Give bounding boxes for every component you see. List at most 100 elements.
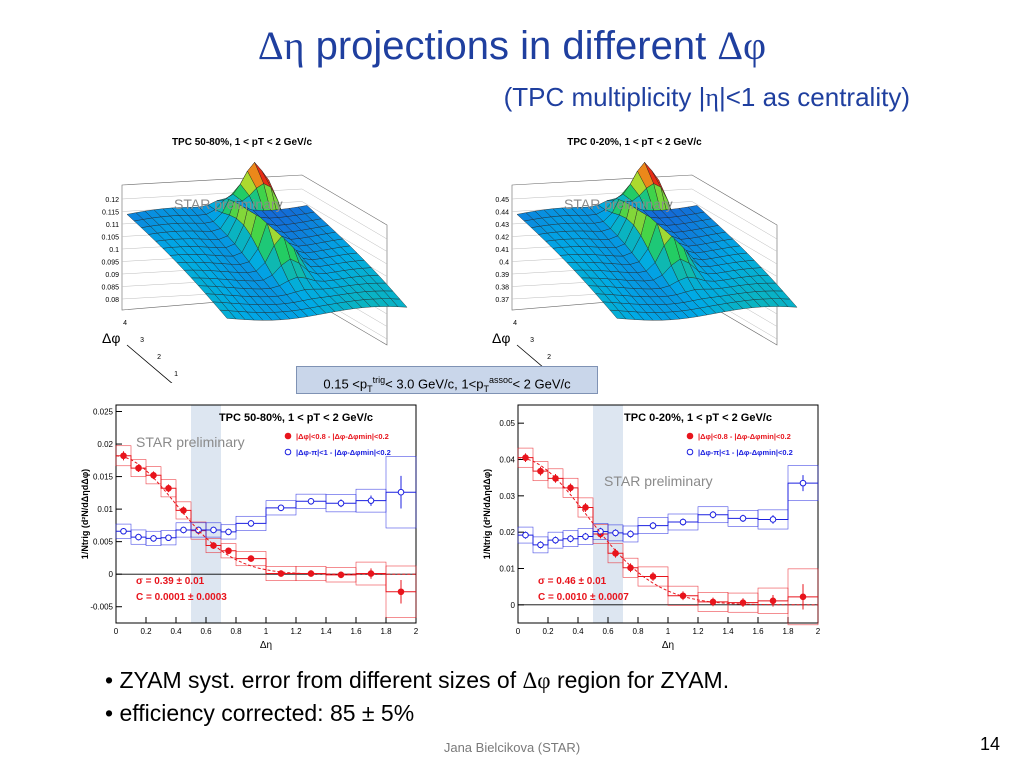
x-tick-label: 0.6 xyxy=(602,627,614,636)
legend-marker xyxy=(284,448,292,456)
grid-line xyxy=(691,188,778,240)
data-point xyxy=(709,511,717,519)
bullet-item: • efficiency corrected: 85 ± 5% xyxy=(105,697,729,730)
y-tick-label: 0.05 xyxy=(499,419,515,428)
kin-sub-b: T xyxy=(483,383,489,394)
z-tick-label: 0.08 xyxy=(105,297,119,304)
fit-sigma-annotation: σ = 0.39 ± 0.01 xyxy=(136,576,205,587)
data-point xyxy=(165,484,172,492)
data-point xyxy=(567,535,574,543)
y-tick-label: 0.015 xyxy=(93,473,114,482)
z-tick-label: 0.085 xyxy=(101,285,119,292)
projection-chart-central: 0 0.2 0.4 0.6 0.8 1 1.2 1.4 1.6 1.8 2 0 0.01 0.02 0.03… xyxy=(480,397,830,655)
y-tick-label: 0.01 xyxy=(499,565,515,574)
x-tick-label: 1.2 xyxy=(692,627,704,636)
data-point xyxy=(165,534,172,542)
x-tick-label: 1.8 xyxy=(782,627,794,636)
data-point xyxy=(679,518,687,526)
legend-label: |Δφ-π|<1 - |Δφ-Δφmin|<0.2 xyxy=(698,448,793,457)
gaussian-fit xyxy=(517,457,819,606)
star-preliminary-label: STAR preliminary xyxy=(136,434,245,450)
x-tick-label: 1.6 xyxy=(752,627,764,636)
data-point xyxy=(649,522,657,529)
zyam-band xyxy=(593,405,623,623)
data-point xyxy=(597,528,604,535)
grid-line xyxy=(691,201,778,252)
data-point xyxy=(739,599,747,606)
y-tick-label: 0.01 xyxy=(97,505,113,514)
y-tick-label: 0.04 xyxy=(499,456,515,465)
z-tick-label: 0.4 xyxy=(499,260,509,267)
grid-line xyxy=(301,201,388,252)
dphi-tick-label: 2 xyxy=(157,354,161,361)
x-axis-label: Δη xyxy=(662,640,674,651)
x-tick-label: 0.2 xyxy=(140,627,152,636)
data-point xyxy=(799,479,807,487)
kin-text-a: 0.15 <p xyxy=(323,376,368,392)
data-point xyxy=(679,592,687,600)
bullet-symbol: Δφ xyxy=(522,668,551,693)
data-point xyxy=(225,547,232,555)
data-point xyxy=(367,497,375,504)
surface-plot-peripheral: TPC 50-80%, 1 < pT < 2 GeV/c 0.12 0.115 0.1… xyxy=(92,125,412,442)
data-point xyxy=(247,555,255,562)
x-tick-label: 2 xyxy=(414,627,419,636)
chart-title: TPC 50-80%, 1 < pT < 2 GeV/c xyxy=(219,412,373,424)
z-tick-label: 0.45 xyxy=(495,197,509,204)
x-tick-label: 0.8 xyxy=(230,627,242,636)
x-tick-label: 0.2 xyxy=(542,627,554,636)
data-point xyxy=(210,542,217,549)
data-point xyxy=(537,541,544,549)
data-point xyxy=(180,526,187,534)
kin-sup-b: assoc xyxy=(488,375,513,385)
bullet-item: • ZYAM syst. error from different sizes … xyxy=(105,664,729,697)
data-point xyxy=(210,526,217,534)
kin-sup-a: trig xyxy=(372,375,386,385)
z-tick-label: 0.09 xyxy=(105,272,119,279)
data-point xyxy=(397,588,405,596)
title-symbol-dphi: Δφ xyxy=(717,23,767,68)
x-axis-label: Δη xyxy=(260,640,272,651)
x-tick-label: 0.6 xyxy=(200,627,212,636)
surface-cell xyxy=(297,205,315,214)
data-point xyxy=(337,571,345,579)
x-tick-label: 1.8 xyxy=(380,627,392,636)
data-point xyxy=(120,452,127,460)
bullet-text: • efficiency corrected: 85 ± 5% xyxy=(105,700,415,726)
kin-text-c: < 2 GeV/c xyxy=(512,376,571,392)
z-tick-label: 0.11 xyxy=(106,222,119,229)
data-point xyxy=(337,499,345,507)
data-point xyxy=(522,454,529,461)
footer-author: Jana Bielcikova (STAR) xyxy=(443,740,581,755)
data-point xyxy=(277,504,285,512)
legend-label: |Δφ-π|<1 - |Δφ-Δφmin|<0.2 xyxy=(296,448,391,457)
star-preliminary-label: STAR preliminary xyxy=(174,196,283,212)
data-point xyxy=(649,573,657,580)
y-tick-label: 0 xyxy=(109,570,114,579)
data-point xyxy=(120,527,127,535)
dphi-tick-label: 3 xyxy=(140,337,144,344)
page-number: 14 xyxy=(979,734,1000,754)
surface-plot-svg: TPC 0-20%, 1 < pT < 2 GeV/c0.450.440.430… xyxy=(492,137,798,442)
slide-title: Δη projections in different Δφ xyxy=(0,22,1024,69)
x-tick-label: 1.2 xyxy=(290,627,302,636)
surface-title: TPC 50-80%, 1 < pT < 2 GeV/c xyxy=(172,137,313,148)
dphi-tick-label: 4 xyxy=(123,320,127,327)
z-tick-label: 0.44 xyxy=(495,210,509,217)
subtitle-pre: (TPC multiplicity | xyxy=(503,82,706,112)
y-axis-label: 1/Ntrig (d²N/dΔηdΔφ) xyxy=(80,469,90,559)
y-tick-label: 0.025 xyxy=(93,408,114,417)
data-point xyxy=(582,504,589,511)
data-point xyxy=(522,531,529,539)
data-point xyxy=(627,530,634,538)
x-tick-label: 1.4 xyxy=(320,627,332,636)
data-point xyxy=(397,488,405,496)
title-text: projections in different xyxy=(304,24,718,68)
z-tick-label: 0.105 xyxy=(101,235,119,242)
fit-sigma-annotation: σ = 0.46 ± 0.01 xyxy=(538,576,607,587)
data-point xyxy=(150,535,157,542)
slide-subtitle: (TPC multiplicity |η|<1 as centrality) xyxy=(0,82,910,113)
projection-chart-svg: 0 0.2 0.4 0.6 0.8 1 1.2 1.4 1.6 1.8 2 0 0.01 0.02 0.03… xyxy=(482,404,821,651)
z-tick-label: 0.41 xyxy=(495,247,509,254)
grid-line xyxy=(301,188,388,240)
